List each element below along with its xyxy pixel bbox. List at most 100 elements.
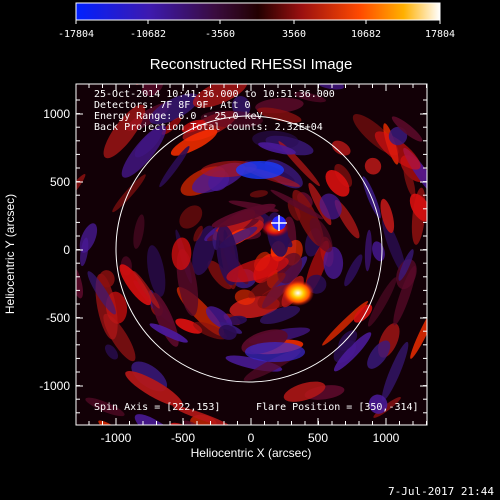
texture-blob: [112, 174, 146, 213]
method-counts: Back Projection Total counts: 2.32E+04: [94, 122, 323, 133]
texture-blob: [323, 246, 344, 279]
texture-blob: [367, 340, 391, 369]
rhessi-image: [30, 32, 485, 425]
texture-blob: [319, 193, 342, 220]
solar-limb-circle: [115, 115, 383, 383]
texture-blob: [183, 420, 205, 425]
texture-blob: [99, 270, 115, 288]
texture-blob: [463, 253, 485, 279]
texture-blob: [374, 131, 421, 170]
texture-blob: [171, 237, 192, 271]
texture-blob: [103, 313, 136, 362]
texture-blob: [134, 414, 183, 425]
texture-blob: [226, 256, 289, 283]
texture-blob: [175, 318, 203, 334]
texture-blob: [316, 84, 345, 90]
texture-blob: [334, 163, 353, 188]
texture-blob: [87, 271, 116, 315]
colorbar-tick-label: 17804: [425, 29, 455, 40]
y-axis-label: Heliocentric Y (arcsec): [3, 194, 17, 314]
texture-blob: [133, 214, 145, 249]
texture-blob: [207, 260, 233, 290]
colorbar-tick-label: 3560: [282, 29, 306, 40]
texture-blob: [172, 405, 231, 425]
texture-blob: [403, 165, 416, 198]
texture-blob: [53, 262, 67, 304]
texture-blob: [283, 381, 326, 402]
y-tick-label: -500: [46, 311, 70, 325]
texture-blob: [427, 260, 467, 313]
detectors: Detectors: 7F 8F 9F, Att 0: [94, 100, 251, 111]
crosshair-icon: [271, 215, 287, 231]
texture-blob: [236, 161, 284, 179]
colorbar: -17804 -10682 -3560 3560 10682 17804: [58, 2, 455, 40]
texture-blob: [149, 323, 188, 343]
texture-blob: [104, 344, 119, 360]
texture-blob: [338, 330, 358, 351]
texture-blob: [147, 245, 166, 297]
x-tick-label: 500: [308, 431, 328, 445]
texture-blob: [258, 142, 296, 155]
texture-blob: [439, 245, 459, 266]
texture-blob: [239, 32, 276, 52]
colorbar-tick-label: -10682: [130, 29, 166, 40]
texture-blob: [142, 84, 164, 96]
texture-blob: [409, 193, 427, 222]
texture-blob: [398, 249, 414, 281]
texture-blob: [125, 370, 183, 407]
texture-blob: [367, 277, 397, 327]
texture-blob: [380, 198, 395, 234]
footer-date: 7-Jul-2017 21:44: [388, 485, 494, 498]
time-range: 25-Oct-2014 10:41:36.000 to 10:51:36.000: [94, 89, 335, 100]
texture-blob: [121, 125, 167, 178]
texture-blob: [30, 165, 57, 214]
x-tick-label: 0: [248, 431, 255, 445]
texture-blob: [344, 254, 363, 287]
colorbar-tick-label: -17804: [58, 29, 94, 40]
texture-blob: [40, 342, 69, 376]
texture-blob: [393, 265, 416, 326]
x-tick-label: 1000: [373, 431, 400, 445]
texture-blob: [211, 203, 276, 228]
texture-blob: [309, 217, 333, 253]
texture-blob: [193, 225, 203, 242]
texture-blob: [333, 332, 372, 372]
image-blobs: [30, 32, 485, 425]
texture-blob: [248, 272, 286, 299]
texture-blob: [193, 321, 227, 340]
spin-axis: Spin Axis = [222,153]: [94, 402, 220, 413]
texture-blob: [364, 229, 372, 272]
colorbar-gradient: [75, 2, 441, 21]
texture-blob: [249, 190, 268, 198]
texture-blob: [200, 110, 263, 128]
texture-blob: [218, 324, 237, 340]
axis-ticks: -1000 -500 0 500 1000 1000 500 0 -500 -1000: [39, 84, 427, 445]
texture-blob: [257, 107, 302, 123]
texture-blob: [85, 397, 125, 417]
texture-blob: [161, 117, 182, 135]
y-tick-label: 500: [50, 175, 70, 189]
x-tick-label: -1000: [101, 431, 132, 445]
texture-blob: [192, 84, 248, 108]
y-tick-label: 0: [63, 243, 70, 257]
texture-blob: [441, 187, 467, 223]
texture-blob: [133, 270, 160, 309]
texture-blob: [410, 300, 427, 359]
info-block: 25-Oct-2014 10:41:36.000 to 10:51:36.000…: [94, 89, 419, 413]
texture-blob: [103, 104, 146, 159]
texture-blob: [364, 157, 382, 175]
colorbar-tick-label: 10682: [351, 29, 381, 40]
flare-hot-spot: [282, 280, 314, 306]
texture-blob: [391, 116, 423, 142]
x-tick-label: -500: [171, 431, 195, 445]
texture-blob: [449, 242, 468, 310]
texture-blob: [149, 93, 199, 125]
texture-blob: [325, 169, 350, 197]
texture-blob: [293, 91, 327, 103]
flare-position: Flare Position = [350,-314]: [256, 402, 419, 413]
texture-blob: [245, 342, 305, 362]
x-axis-label: Heliocentric X (arcsec): [191, 446, 312, 460]
texture-blob: [381, 341, 409, 401]
texture-blob: [259, 305, 301, 325]
